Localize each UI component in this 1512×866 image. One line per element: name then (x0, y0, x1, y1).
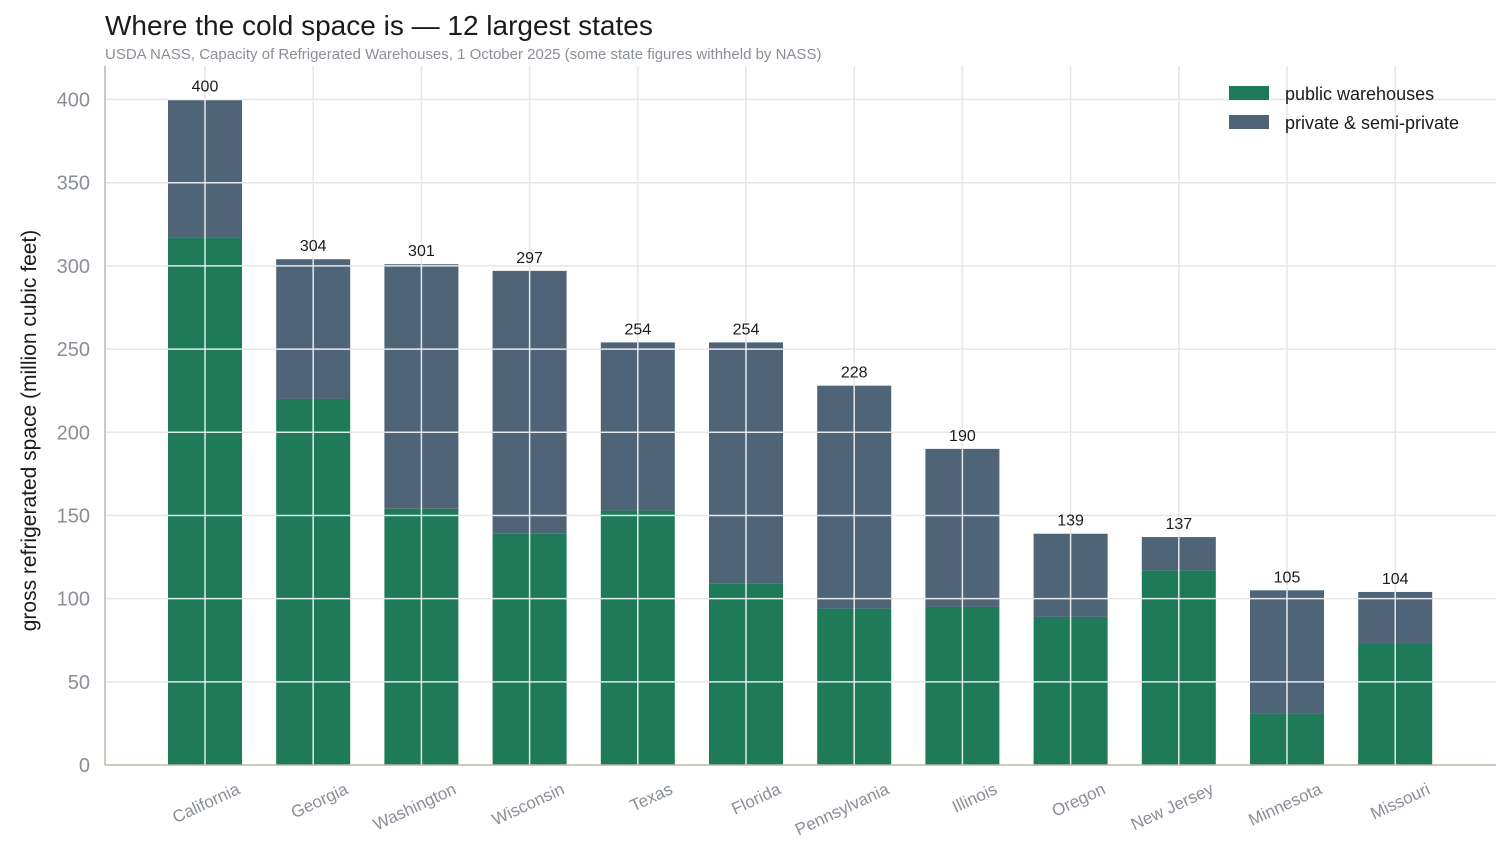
x-tick-label: Minnesota (1246, 779, 1326, 830)
legend-label: public warehouses (1285, 84, 1434, 104)
bar-total-label: 104 (1382, 571, 1409, 588)
y-tick-label: 100 (57, 589, 90, 611)
y-tick-label: 200 (57, 422, 90, 444)
bar-total-label: 301 (408, 243, 435, 260)
y-axis-label: gross refrigerated space (million cubic … (18, 230, 41, 632)
x-tick-label: New Jersey (1128, 779, 1217, 834)
y-tick-label: 350 (57, 173, 90, 195)
bar-total-label: 304 (300, 238, 327, 255)
bar-total-label: 137 (1165, 516, 1192, 533)
chart-subtitle: USDA NASS, Capacity of Refrigerated Ware… (105, 46, 822, 63)
legend: public warehouses private & semi-private (1229, 84, 1459, 133)
bar-total-label: 254 (733, 321, 760, 338)
axes (104, 66, 1496, 766)
y-tick-label: 250 (57, 339, 90, 361)
x-tick-label: California (170, 779, 244, 827)
x-tick-label: Illinois (949, 779, 1000, 816)
x-tick-label: Missouri (1367, 779, 1432, 823)
y-tick-label: 0 (79, 755, 90, 777)
bar-total-label: 228 (841, 365, 868, 382)
y-tick-label: 50 (68, 672, 90, 694)
x-tick-label: Oregon (1049, 779, 1108, 820)
bar-total-label: 297 (516, 250, 543, 267)
legend-label: private & semi-private (1285, 113, 1459, 133)
x-tick-label: Florida (729, 779, 785, 818)
y-tick-label: 300 (57, 256, 90, 278)
y-tick-label: 150 (57, 505, 90, 527)
x-tick-label: Pennsylvania (792, 779, 892, 839)
chart-title: Where the cold space is — 12 largest sta… (105, 10, 653, 41)
bar-total-label: 254 (624, 321, 651, 338)
legend-swatch-private (1229, 115, 1269, 129)
bar-total-label: 105 (1274, 569, 1301, 586)
bar-total-label: 190 (949, 428, 976, 445)
vertical-gridlines (168, 98, 1433, 765)
bar-total-label: 139 (1057, 513, 1084, 530)
x-tick-label: Texas (627, 779, 675, 815)
x-tick-label: Washington (370, 779, 459, 834)
x-tick-label: Wisconsin (489, 779, 567, 829)
legend-swatch-public (1229, 86, 1269, 100)
bar-total-label: 400 (192, 79, 219, 96)
y-tick-label: 400 (57, 90, 90, 112)
x-tick-label: Georgia (288, 779, 351, 822)
